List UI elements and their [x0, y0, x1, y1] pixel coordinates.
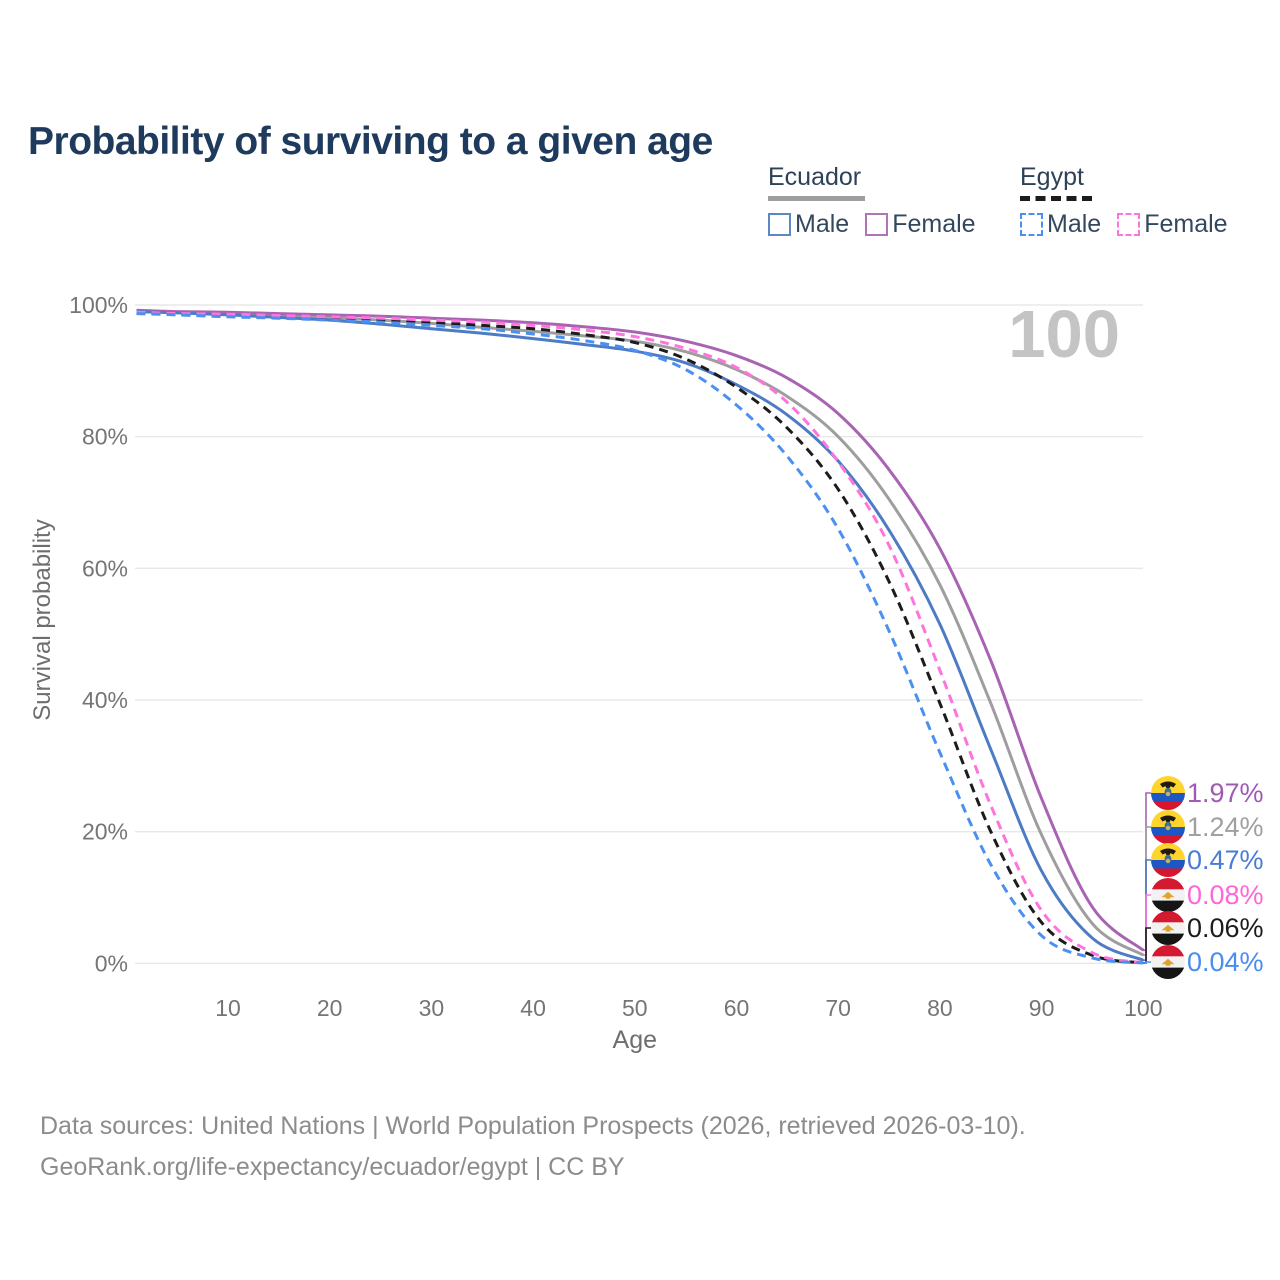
leader-line-ecuador-male — [1143, 859, 1151, 961]
legend-row-egypt: Male Female — [1020, 210, 1228, 239]
legend-item-ecuador-male[interactable]: Male — [768, 210, 849, 239]
legend-rule-solid — [768, 196, 865, 201]
footer-source-line: Data sources: United Nations | World Pop… — [40, 1112, 1026, 1140]
x-tick-label-70: 70 — [825, 995, 851, 1021]
legend-item-egypt-female[interactable]: Female — [1117, 210, 1228, 239]
end-label-ecuador-both: 1.24% — [1187, 812, 1264, 842]
end-label-ecuador-male: 0.47% — [1187, 845, 1264, 875]
line-ecuador-both — [136, 309, 1145, 957]
y-tick-label-0: 0% — [95, 950, 128, 976]
page-title: Probability of surviving to a given age — [28, 120, 713, 164]
grid-layer — [135, 304, 1143, 964]
egypt-male-swatch-icon — [1020, 213, 1043, 236]
leader-line-egypt-female — [1143, 894, 1151, 964]
legend-item-ecuador-female[interactable]: Female — [865, 210, 976, 239]
line-egypt-both — [136, 311, 1144, 965]
y-tick-label-20: 20% — [82, 819, 128, 845]
flag-ecuador-icon — [1151, 776, 1185, 810]
x-tick-label-50: 50 — [622, 995, 648, 1021]
x-tick-label-40: 40 — [520, 995, 546, 1021]
x-tick-label-10: 10 — [215, 995, 241, 1021]
series-layer — [136, 308, 1145, 965]
x-tick-label-100: 100 — [1124, 995, 1162, 1021]
end-label-egypt-female: 0.08% — [1187, 880, 1264, 910]
line-ecuador-male — [136, 310, 1144, 962]
legend-country-egypt: Egypt — [1020, 163, 1084, 191]
legend-label-egypt-male: Male — [1047, 210, 1102, 238]
flag-egypt-icon — [1151, 911, 1185, 945]
leader-line-egypt-male — [1143, 961, 1151, 964]
end-label-layer: 1.97% 1.24%0.47% 0.08%0.06% 0.04% — [1143, 776, 1264, 979]
survival-chart: 0% 20% 40% 60% 80% 100% 10 20 30 40 50 60 70 80 90 100 A… — [29, 292, 1264, 1054]
y-tick-label-60: 60% — [82, 555, 128, 581]
y-tick-label-80: 80% — [82, 424, 128, 450]
end-label-ecuador-female: 1.97% — [1187, 778, 1264, 808]
flag-ecuador-icon — [1151, 810, 1185, 844]
line-ecuador-female — [136, 308, 1145, 952]
legend-row-ecuador: Male Female — [768, 210, 976, 239]
leader-line-ecuador-both — [1143, 826, 1151, 956]
y-axis-title: Survival probability — [29, 519, 56, 720]
footer: Data sources: United Nations | World Pop… — [40, 1106, 1026, 1188]
y-tick-label-100: 100% — [69, 292, 128, 318]
x-tick-label-30: 30 — [419, 995, 445, 1021]
egypt-female-swatch-icon — [1117, 213, 1141, 236]
legend-country-ecuador: Ecuador — [768, 163, 862, 191]
x-tick-label-20: 20 — [317, 995, 343, 1021]
flag-ecuador-icon — [1151, 843, 1185, 877]
legend: Ecuador Male Female Egypt Male — [768, 163, 1268, 243]
flag-egypt-icon — [1151, 878, 1185, 912]
leader-line-egypt-both — [1143, 927, 1151, 964]
line-egypt-female — [136, 310, 1144, 965]
legend-label-ecuador-male: Male — [795, 210, 850, 238]
leader-line-ecuador-female — [1143, 792, 1151, 952]
legend-group-egypt: Egypt Male Female — [1020, 163, 1228, 239]
end-label-egypt-both: 0.06% — [1187, 913, 1264, 943]
legend-label-egypt-female: Female — [1144, 210, 1228, 238]
ecuador-female-swatch-icon — [865, 213, 889, 236]
legend-item-egypt-male[interactable]: Male — [1020, 210, 1101, 239]
age-watermark: 100 — [1008, 297, 1120, 372]
x-tick-label-80: 80 — [927, 995, 953, 1021]
legend-rule-dashed — [1020, 196, 1092, 201]
x-axis-title: Age — [613, 1026, 657, 1054]
x-tick-label-90: 90 — [1029, 995, 1055, 1021]
line-egypt-male — [136, 312, 1144, 965]
legend-group-ecuador: Ecuador Male Female — [768, 163, 976, 239]
ecuador-male-swatch-icon — [768, 213, 791, 236]
y-tick-label-40: 40% — [82, 687, 128, 713]
footer-attribution-line: GeoRank.org/life-expectancy/ecuador/egyp… — [40, 1153, 625, 1181]
flag-egypt-icon — [1151, 945, 1185, 979]
legend-label-ecuador-female: Female — [892, 210, 976, 238]
axis-layer: 0% 20% 40% 60% 80% 100% 10 20 30 40 50 60 70 80 90 100 A… — [29, 292, 1162, 1054]
x-tick-label-60: 60 — [724, 995, 750, 1021]
end-label-egypt-male: 0.04% — [1187, 947, 1264, 977]
